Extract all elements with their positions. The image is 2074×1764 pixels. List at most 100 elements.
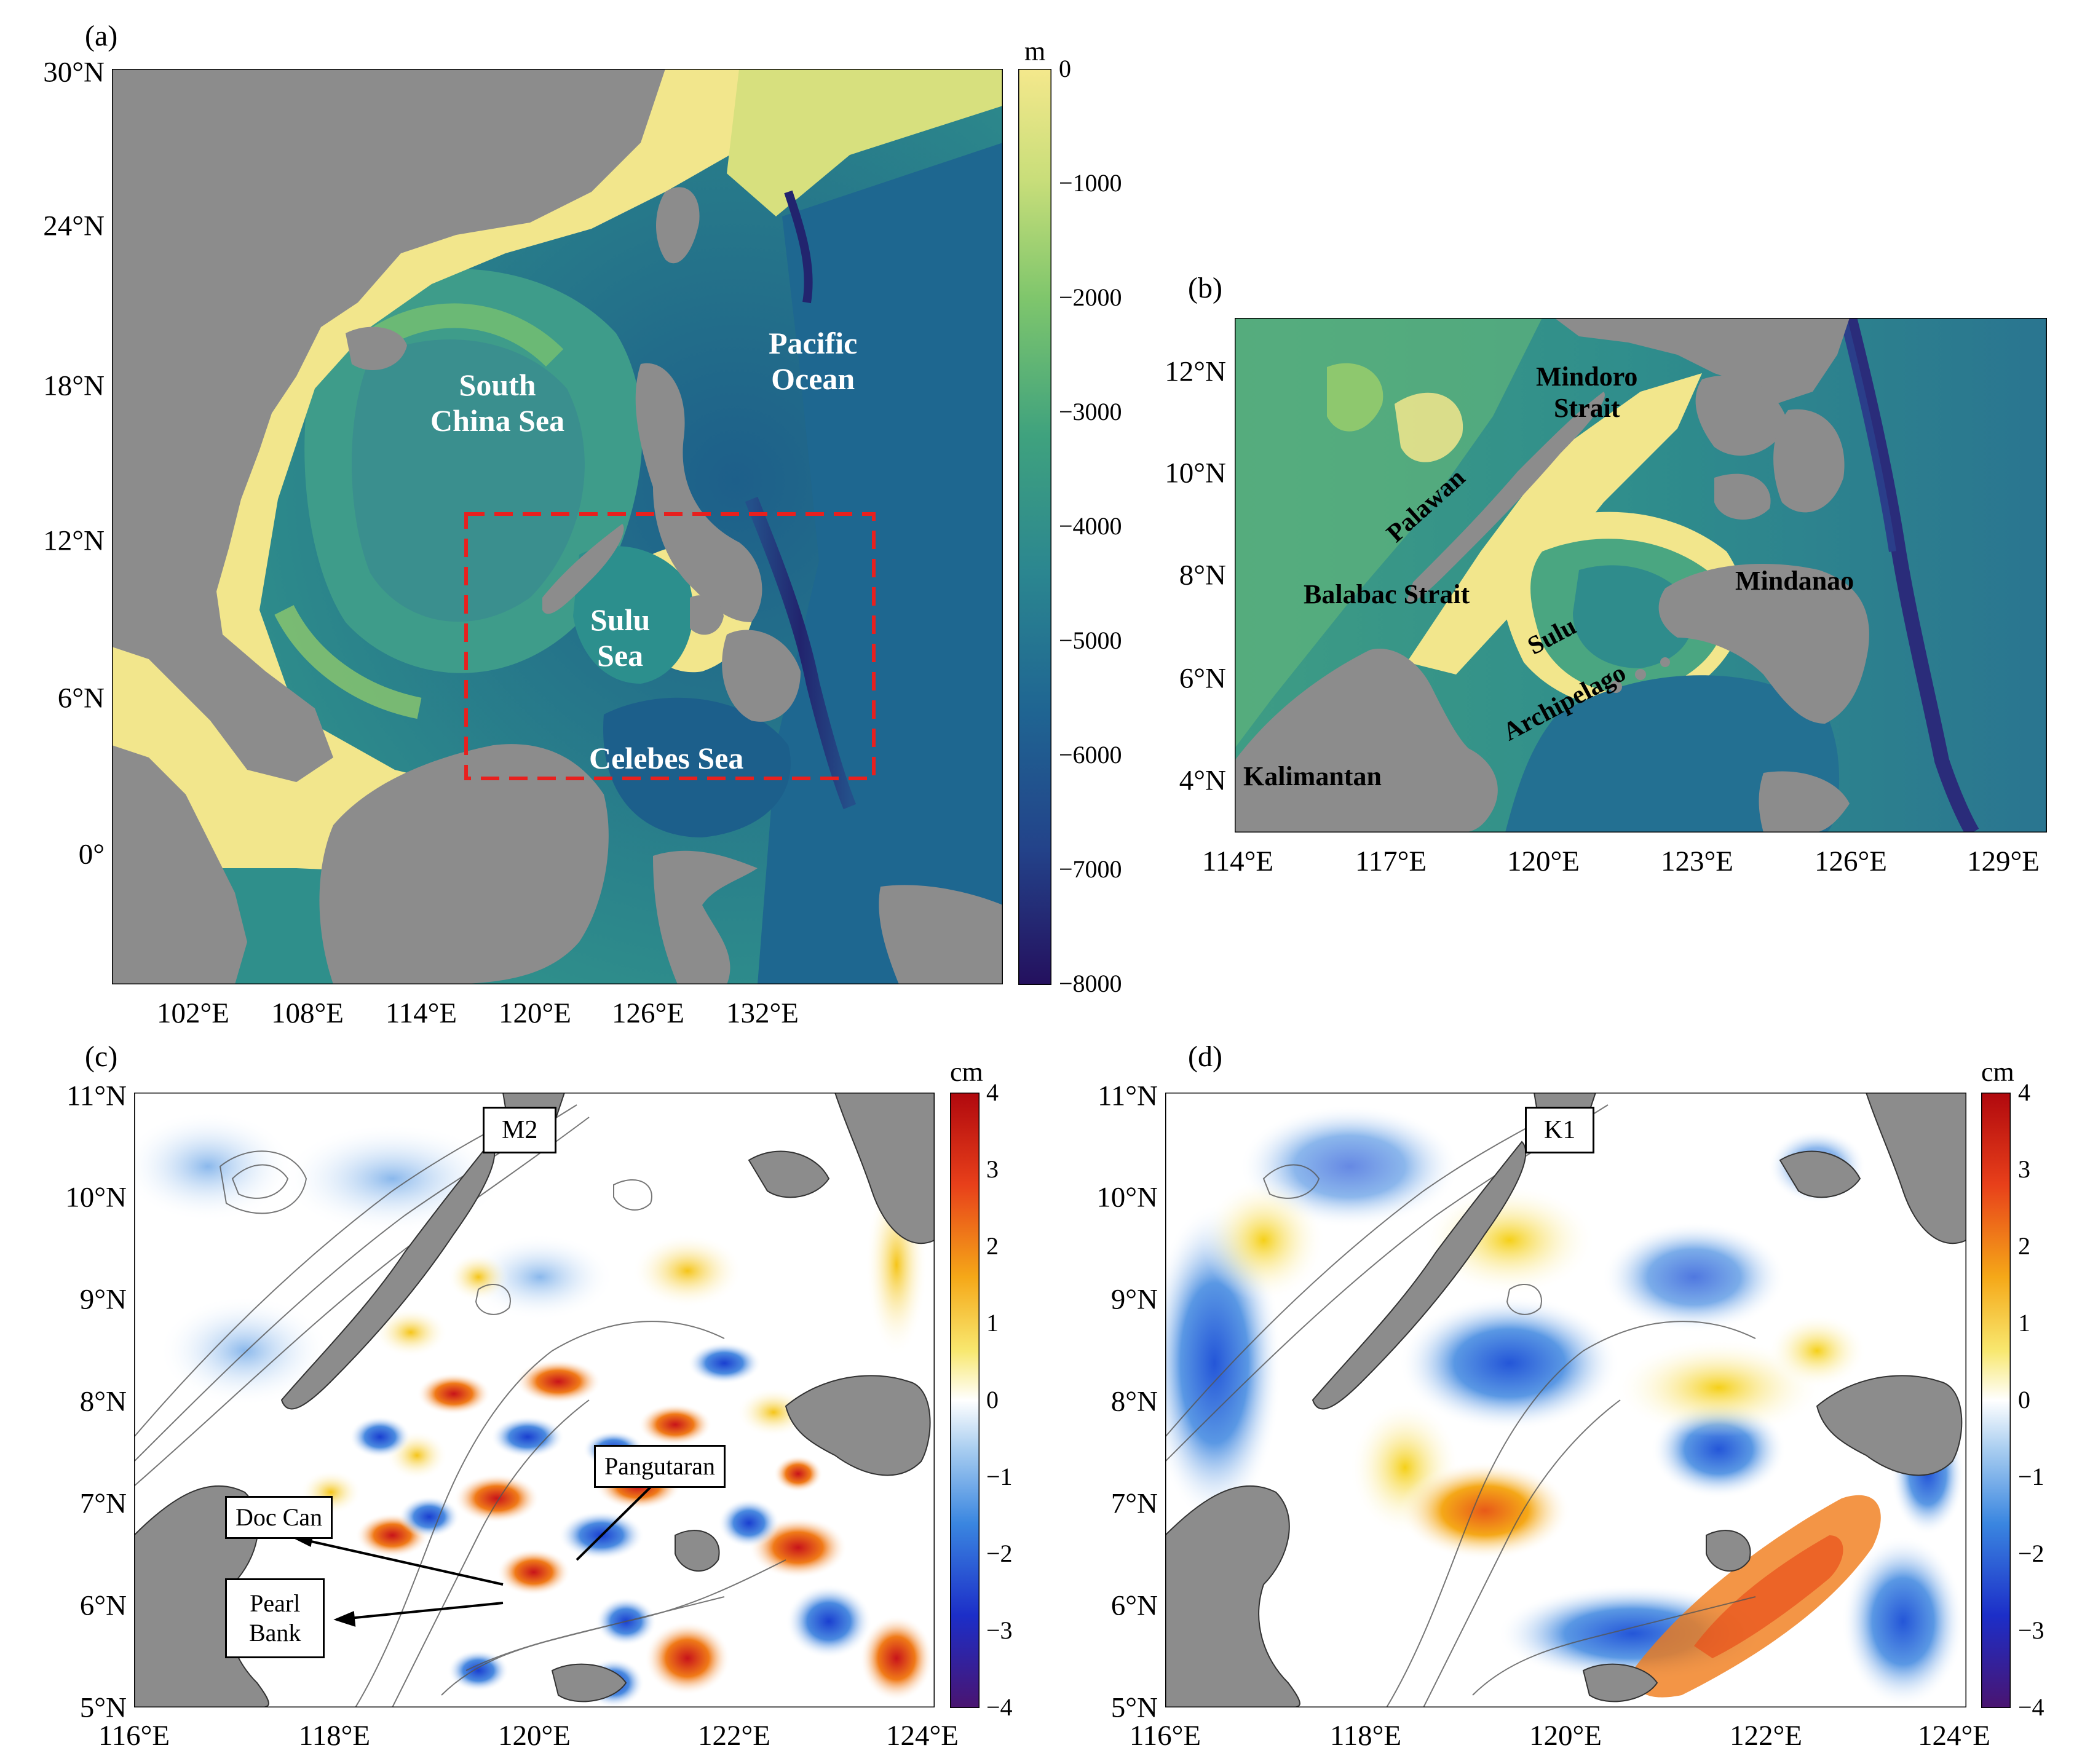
colorbar-tick: −1 [2018,1463,2044,1490]
panel-b-map [1235,318,2047,833]
panel-c-map [134,1093,935,1707]
lat-tick: 8°N [79,1385,127,1418]
lat-tick: 10°N [65,1181,127,1214]
colorbar-tick: −1000 [1059,169,1122,197]
colorbar-tick: 3 [2018,1155,2030,1183]
lon-tick: 118°E [1329,1720,1402,1752]
lat-tick: 12°N [43,524,105,557]
lat-tick: 8°N [1110,1385,1158,1418]
lat-tick: 10°N [1165,457,1226,489]
lon-tick: 122°E [1729,1720,1803,1752]
colorbar-tick: 2 [2018,1232,2030,1260]
panel-c-label: (c) [85,1040,118,1073]
colorbar-tick: 0 [1059,55,1071,82]
lat-tick: 11°N [66,1080,127,1112]
colorbar-tick: −8000 [1059,970,1122,997]
colorbar-tick: −6000 [1059,741,1122,769]
lon-tick: 116°E [1129,1720,1201,1752]
label-pacific-ocean: Pacific Ocean [769,326,858,396]
constituent-label-m2: M2 [483,1107,557,1154]
colorbar-a-unit: m [1024,36,1046,66]
callout-pangutaran: Pangutaran [594,1445,726,1488]
colorbar-tick: 0 [986,1386,999,1414]
lon-tick: 124°E [1917,1720,1991,1752]
lon-tick: 118°E [298,1720,371,1752]
colorbar-tick: −3 [986,1616,1013,1644]
colorbar-c-unit: cm [950,1057,983,1087]
panel-c-colorbar [950,1093,980,1708]
lon-tick: 123°E [1660,845,1734,877]
lon-tick: 129°E [1966,845,2040,877]
callout-doc-can: Doc Can [225,1496,333,1539]
label-mindoro-strait: Mindoro Strait [1536,362,1638,423]
lat-tick: 9°N [79,1283,127,1316]
colorbar-tick: 4 [986,1078,999,1106]
lat-tick: 30°N [43,56,105,89]
lon-tick: 116°E [98,1720,170,1752]
lon-tick: 124°E [885,1720,959,1752]
lat-tick: 8°N [1179,559,1226,591]
panel-a-map [112,69,1003,984]
panel-b-label: (b) [1188,272,1222,304]
label-sulu-sea: Sulu Sea [590,603,651,673]
colorbar-tick: −2 [2018,1540,2044,1567]
colorbar-tick: −4000 [1059,512,1122,540]
lon-tick: 122°E [697,1720,771,1752]
colorbar-tick: 2 [986,1232,999,1260]
panel-d-colorbar [1981,1093,2011,1708]
lat-tick: 18°N [43,370,105,402]
colorbar-tick: 1 [2018,1309,2030,1337]
lat-tick: 7°N [79,1487,127,1520]
colorbar-d-unit: cm [1981,1057,2014,1087]
lon-tick: 126°E [611,997,685,1029]
label-celebes-sea: Celebes Sea [589,741,744,775]
lat-tick: 6°N [57,682,105,714]
lon-tick: 120°E [497,1720,571,1752]
label-balabac-strait: Balabac Strait [1304,579,1470,609]
colorbar-tick: 4 [2018,1078,2030,1106]
lat-tick: 6°N [79,1589,127,1622]
lon-tick: 126°E [1814,845,1888,877]
label-south-china-sea: South China Sea [430,368,565,438]
lat-tick: 6°N [1110,1589,1158,1622]
colorbar-tick: 0 [2018,1386,2030,1414]
label-kalimantan: Kalimantan [1243,761,1382,791]
lon-tick: 114°E [1201,845,1274,877]
colorbar-tick: −2 [986,1540,1013,1567]
lon-tick: 102°E [156,997,230,1029]
lat-tick: 10°N [1096,1181,1158,1214]
colorbar-tick: −7000 [1059,855,1122,883]
lon-tick: 120°E [1506,845,1580,877]
colorbar-tick: −3000 [1059,398,1122,425]
panel-a-label: (a) [85,20,118,52]
lat-tick: 12°N [1165,355,1226,388]
colorbar-tick: −1 [986,1463,1013,1490]
lat-tick: 24°N [43,210,105,242]
panel-a-colorbar [1018,69,1051,985]
lon-tick: 108°E [271,997,344,1029]
label-mindanao: Mindanao [1735,566,1854,596]
colorbar-tick: −3 [2018,1616,2044,1644]
panel-d-label: (d) [1188,1040,1222,1073]
colorbar-tick: −2000 [1059,283,1122,311]
lat-tick: 5°N [1110,1691,1158,1724]
lon-tick: 120°E [1529,1720,1602,1752]
colorbar-tick: −4 [986,1693,1013,1721]
lat-tick: 4°N [1179,764,1226,797]
callout-pearl-bank: Pearl Bank [225,1578,325,1658]
colorbar-tick: 1 [986,1309,999,1337]
lon-tick: 120°E [498,997,572,1029]
colorbar-tick: 3 [986,1155,999,1183]
colorbar-tick: −5000 [1059,627,1122,654]
lat-tick: 0° [78,838,105,871]
colorbar-tick: −4 [2018,1693,2044,1721]
lat-tick: 11°N [1098,1080,1158,1112]
lon-tick: 132°E [726,997,799,1029]
lat-tick: 7°N [1110,1487,1158,1520]
lat-tick: 5°N [79,1691,127,1724]
lon-tick: 117°E [1355,845,1427,877]
lon-tick: 114°E [385,997,457,1029]
lat-tick: 6°N [1179,662,1226,695]
constituent-label-k1: K1 [1525,1107,1595,1154]
panel-d-map [1165,1093,1966,1707]
